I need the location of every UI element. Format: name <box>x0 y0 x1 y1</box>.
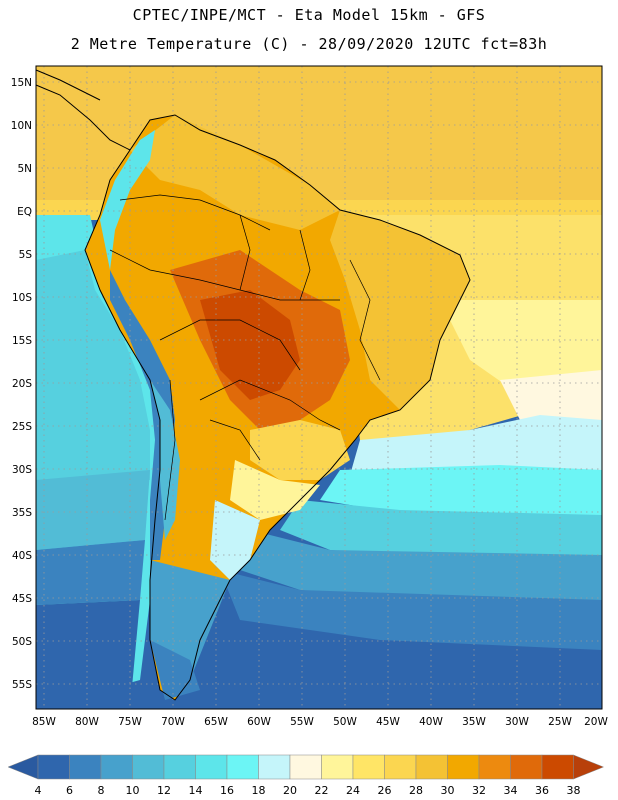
lon-label: 35W <box>462 716 486 728</box>
colorbar-swatch <box>478 754 511 780</box>
lat-label: 15S <box>12 335 32 347</box>
colorbar-tick-label: 12 <box>157 784 171 797</box>
lat-label: 25S <box>12 421 32 433</box>
temperature-field <box>36 66 602 709</box>
lat-label: 30S <box>12 464 32 476</box>
colorbar-swatch <box>226 754 259 780</box>
lon-label: 60W <box>247 716 271 728</box>
lat-label: 5N <box>17 163 32 175</box>
colorbar-tick-label: 18 <box>252 784 266 797</box>
colorbar-tick-label: 38 <box>567 784 581 797</box>
colorbar-tick-label: 20 <box>283 784 297 797</box>
lat-label: 20S <box>12 378 32 390</box>
lon-label: 30W <box>505 716 529 728</box>
lat-label: 10N <box>11 120 32 132</box>
country-borders <box>109 194 381 521</box>
lon-label: 65W <box>204 716 228 728</box>
lon-label: 40W <box>419 716 443 728</box>
lat-label: 5S <box>19 249 33 261</box>
longitude-labels: 85W 80W 75W 70W 65W 60W 55W 50W 45W 40W … <box>32 716 608 728</box>
colorbar-swatch <box>289 754 322 780</box>
lat-label: 50S <box>12 636 32 648</box>
lat-label: EQ <box>17 206 32 218</box>
colorbar-swatch <box>352 754 385 780</box>
colorbar-swatch <box>384 754 417 780</box>
colorbar-tick-label: 8 <box>98 784 105 797</box>
map-title: CPTEC/INPE/MCT - Eta Model 15km - GFS <box>132 6 486 24</box>
lon-label: 25W <box>548 716 572 728</box>
lon-label: 85W <box>32 716 56 728</box>
colorbar-swatch <box>510 754 543 780</box>
colorbar-tick-label: 6 <box>66 784 73 797</box>
colorbar-swatch <box>447 754 480 780</box>
colorbar-swatch <box>541 754 574 780</box>
colorbar-tick-label: 22 <box>315 784 329 797</box>
colorbar-swatch <box>415 754 448 780</box>
colorbar-tick-label: 10 <box>126 784 140 797</box>
map-grid <box>36 66 602 709</box>
lat-label: 45S <box>12 593 32 605</box>
colorbar-tick-label: 4 <box>35 784 42 797</box>
map-frame <box>35 65 603 710</box>
colorbar-swatch <box>195 754 228 780</box>
lat-label: 55S <box>12 679 32 691</box>
lat-label: 10S <box>12 292 32 304</box>
colorbar: 4 6 8 10 12 14 16 18 20 22 24 26 28 30 32 34 36 38 <box>7 754 605 797</box>
lat-label: 15N <box>11 77 32 89</box>
lon-label: 70W <box>161 716 185 728</box>
lon-label: 55W <box>290 716 314 728</box>
lat-label: 35S <box>12 507 32 519</box>
coastlines <box>35 69 471 701</box>
colorbar-tick-label: 34 <box>504 784 518 797</box>
colorbar-low-arrow <box>7 754 39 780</box>
colorbar-tick-label: 14 <box>189 784 203 797</box>
colorbar-swatch <box>69 754 102 780</box>
colorbar-swatch <box>37 754 70 780</box>
map-subtitle: 2 Metre Temperature (C) - 28/09/2020 12U… <box>70 35 548 53</box>
colorbar-tick-label: 28 <box>409 784 423 797</box>
lon-label: 20W <box>584 716 608 728</box>
colorbar-swatch <box>100 754 133 780</box>
lon-label: 50W <box>333 716 357 728</box>
latitude-labels: 15N 10N 5N EQ 5S 10S 15S 20S 25S 30S 35S… <box>11 77 33 691</box>
colorbar-tick-label: 16 <box>220 784 234 797</box>
colorbar-tick-label: 32 <box>472 784 486 797</box>
colorbar-swatch <box>132 754 165 780</box>
lat-label: 40S <box>12 550 32 562</box>
colorbar-swatch <box>321 754 354 780</box>
lon-label: 75W <box>118 716 142 728</box>
colorbar-swatch <box>163 754 196 780</box>
colorbar-tick-label: 24 <box>346 784 360 797</box>
lon-label: 80W <box>75 716 99 728</box>
colorbar-swatch <box>258 754 291 780</box>
colorbar-tick-label: 30 <box>441 784 455 797</box>
colorbar-tick-label: 36 <box>535 784 549 797</box>
colorbar-high-arrow <box>573 754 605 780</box>
lon-label: 45W <box>376 716 400 728</box>
colorbar-tick-label: 26 <box>378 784 392 797</box>
